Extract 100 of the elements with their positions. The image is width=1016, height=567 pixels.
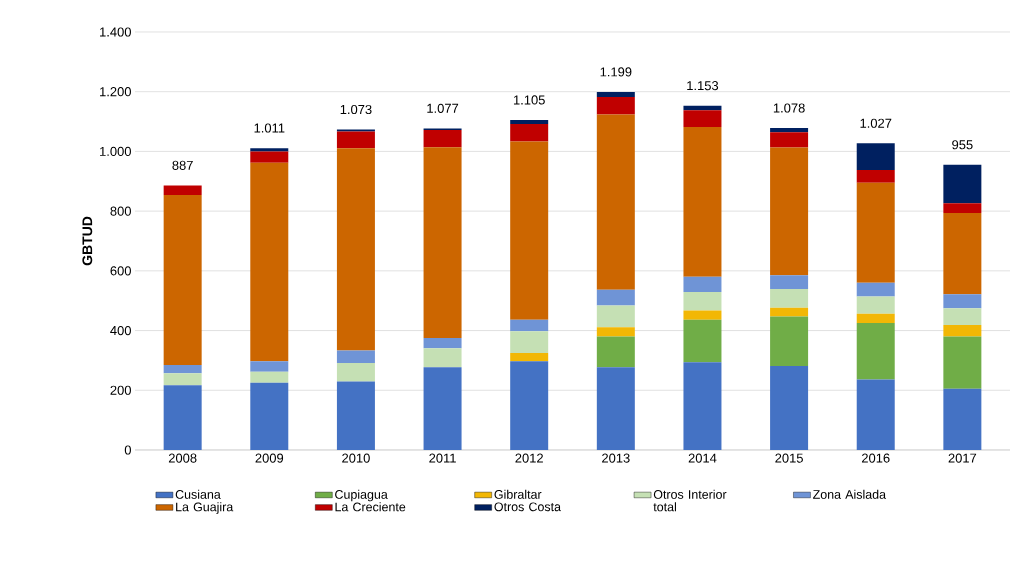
bar <box>423 348 462 368</box>
total-label: 1.078 <box>773 103 805 113</box>
bar <box>943 308 982 325</box>
total-label: 1.199 <box>600 67 632 77</box>
bar <box>163 185 202 196</box>
bar <box>770 366 809 450</box>
bar <box>943 203 982 213</box>
y-tick-label: 1.200 <box>100 87 131 97</box>
bar <box>510 331 549 353</box>
text: total <box>653 502 676 512</box>
bar <box>683 292 722 311</box>
total-label: 1.011 <box>254 123 285 133</box>
bar <box>163 373 202 386</box>
y-tick-label: 0 <box>124 445 131 455</box>
bar <box>163 195 202 365</box>
total-label: 1.077 <box>427 103 459 113</box>
bar <box>770 289 809 308</box>
bar <box>770 307 809 317</box>
bar <box>943 336 982 389</box>
bar <box>250 162 289 362</box>
bar <box>856 296 895 314</box>
bar <box>683 319 722 363</box>
legend-label: La Guajira <box>176 502 234 514</box>
bar <box>770 128 809 133</box>
bar <box>596 327 635 337</box>
bar <box>596 92 635 98</box>
x-tick-label: 2010 <box>342 453 370 463</box>
legend-label: Otros Costa <box>494 502 561 512</box>
bar <box>250 382 289 450</box>
bar <box>856 282 895 297</box>
bar <box>943 324 982 337</box>
y-tick-label: 400 <box>110 325 131 336</box>
x-tick-label: 2011 <box>429 453 456 463</box>
x-tick-label: 2013 <box>602 453 630 463</box>
bar <box>250 151 289 163</box>
y-tick-label: 800 <box>110 206 131 216</box>
y-tick-label: 1.400 <box>100 27 131 37</box>
total-label: 1.105 <box>513 95 545 105</box>
legend-label: Cusiana <box>175 489 221 499</box>
bar <box>423 129 462 148</box>
y-axis-title: GBTUD <box>82 216 93 266</box>
x-tick-label: 2012 <box>515 453 543 463</box>
bar <box>943 164 982 204</box>
x-tick-label: 2009 <box>255 453 284 463</box>
bar <box>683 310 722 320</box>
bar <box>336 381 375 450</box>
bar <box>856 379 895 450</box>
bar <box>510 120 549 124</box>
bar <box>510 141 549 320</box>
total-label: 1.073 <box>340 104 372 115</box>
bar <box>163 364 202 374</box>
x-tick-label: 2017 <box>948 453 977 463</box>
y-tick-label: 1.000 <box>100 146 131 156</box>
total-label: 1.027 <box>860 118 892 128</box>
bar <box>943 388 982 450</box>
bar <box>856 169 895 183</box>
total-label: 955 <box>952 140 973 150</box>
bar <box>770 132 809 148</box>
bar <box>596 114 635 290</box>
bar <box>250 148 289 152</box>
bar <box>336 363 375 382</box>
bar <box>856 313 895 324</box>
bar <box>250 371 289 383</box>
legend-label: Cupiagua <box>335 489 388 502</box>
bar <box>163 385 202 450</box>
bar <box>770 316 809 367</box>
bar <box>336 148 375 351</box>
total-label: 1.153 <box>687 81 719 91</box>
bar <box>336 350 375 364</box>
bar <box>423 367 462 450</box>
bar <box>683 126 722 277</box>
bar <box>510 123 549 142</box>
y-tick-label: 600 <box>110 266 131 276</box>
bar <box>770 275 809 290</box>
bar <box>596 305 635 328</box>
bar <box>683 276 722 293</box>
bar <box>336 131 375 149</box>
bar <box>856 323 895 380</box>
bar <box>856 143 895 170</box>
x-tick-label: 2014 <box>688 453 717 463</box>
legend-label: Zona Aislada <box>813 489 887 499</box>
bar <box>683 362 722 450</box>
legend-label: La Creciente <box>335 502 406 512</box>
x-tick-label: 2016 <box>861 453 890 463</box>
bar <box>250 361 289 372</box>
bar <box>423 147 462 339</box>
bar <box>856 182 895 283</box>
x-tick-label: 2015 <box>775 453 803 463</box>
bar <box>770 147 809 276</box>
bar <box>596 289 635 306</box>
bar <box>510 361 549 450</box>
bar <box>943 294 982 309</box>
legend-label: Gibraltar <box>494 489 542 499</box>
total-label: 887 <box>172 160 193 170</box>
bar <box>943 212 982 295</box>
bar <box>423 338 462 349</box>
bar <box>596 97 635 115</box>
bar <box>596 336 635 368</box>
bar <box>510 352 549 362</box>
legend-label: Otros Interior <box>653 489 727 499</box>
